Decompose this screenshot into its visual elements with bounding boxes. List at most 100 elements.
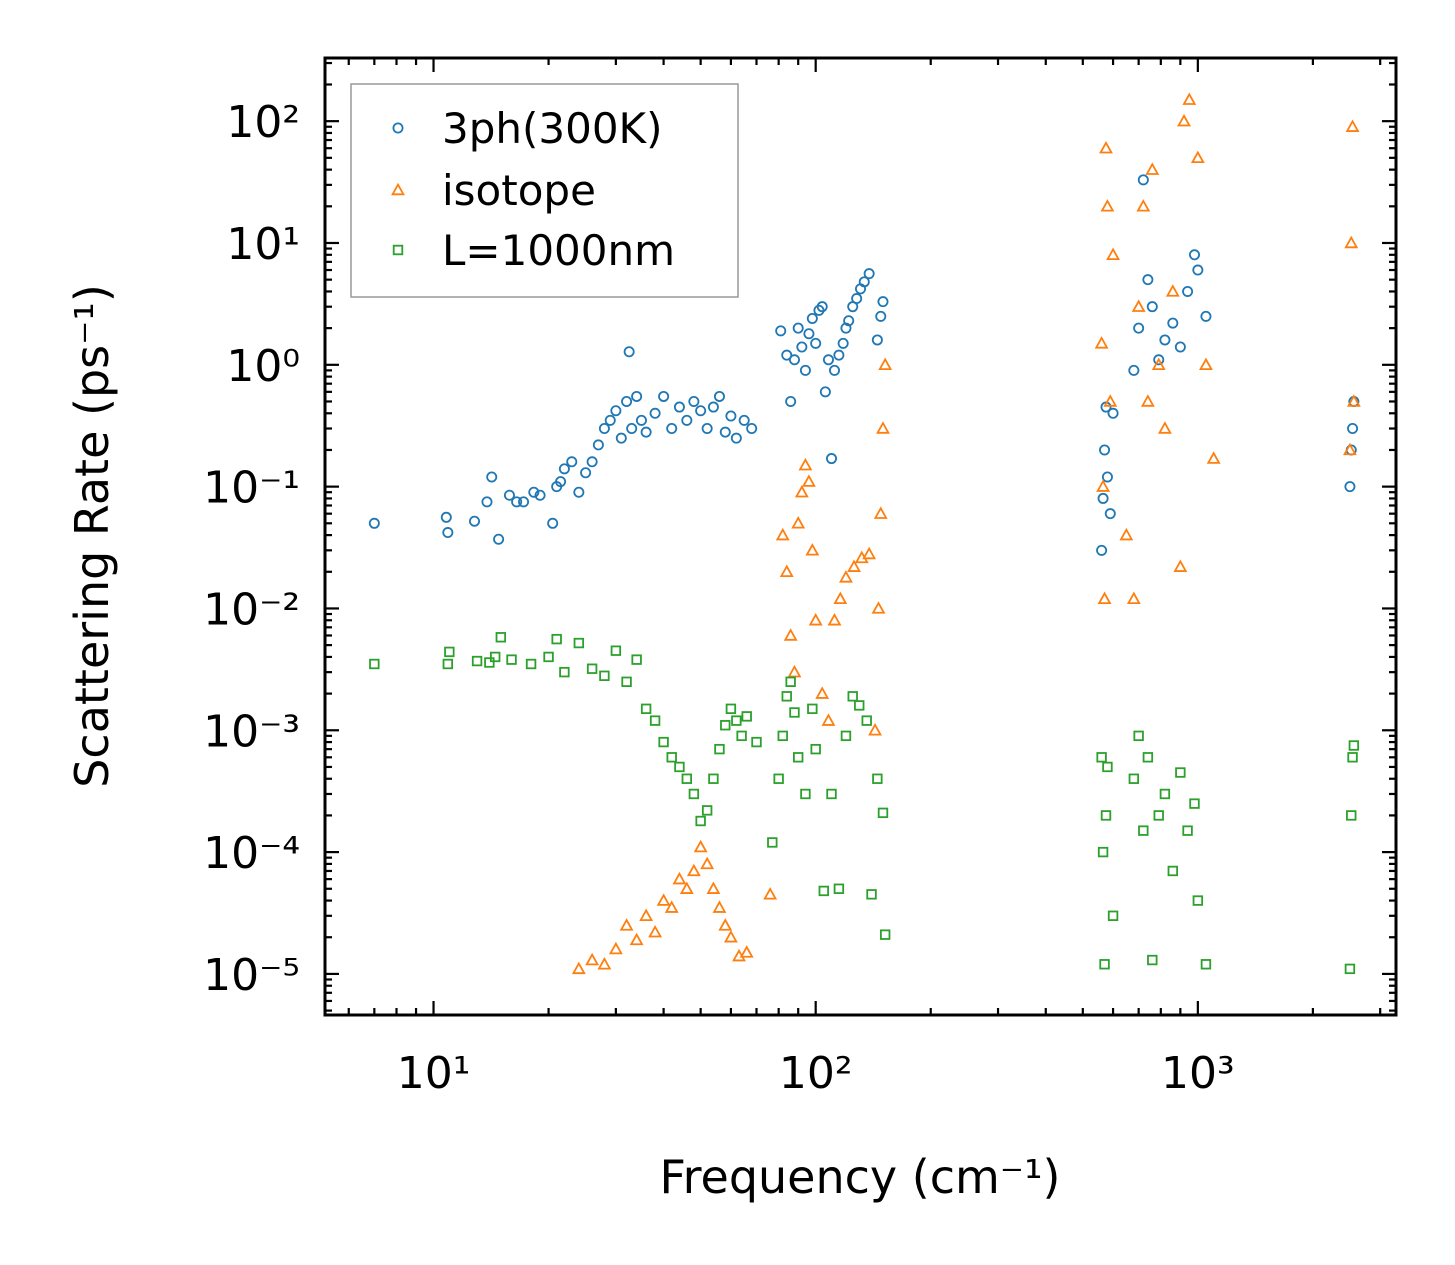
data-point bbox=[785, 676, 796, 687]
x-axis-title: Frequency (cm⁻¹) bbox=[660, 1150, 1061, 1204]
data-point bbox=[794, 484, 809, 498]
y-tick-label: 10¹ bbox=[226, 219, 300, 270]
data-point bbox=[1200, 959, 1212, 970]
data-point bbox=[1096, 752, 1107, 763]
data-point bbox=[861, 715, 872, 726]
y-tick-label: 10⁰ bbox=[226, 341, 300, 392]
data-point bbox=[806, 312, 818, 324]
data-point bbox=[706, 881, 721, 894]
data-point bbox=[686, 863, 701, 877]
data-point bbox=[1100, 810, 1112, 821]
data-point bbox=[1097, 846, 1109, 858]
data-point bbox=[1104, 508, 1116, 520]
data-point bbox=[506, 654, 517, 665]
data-point bbox=[718, 918, 733, 931]
data-point bbox=[871, 334, 883, 346]
data-point bbox=[610, 645, 622, 656]
data-point bbox=[664, 900, 679, 913]
data-point bbox=[658, 390, 670, 402]
data-point bbox=[695, 405, 707, 417]
data-point bbox=[1103, 394, 1118, 407]
data-point bbox=[1348, 740, 1360, 751]
data-point bbox=[878, 357, 893, 371]
data-point bbox=[1145, 162, 1160, 175]
data-point bbox=[493, 533, 505, 545]
y-tick-label: 10⁻³ bbox=[203, 706, 300, 757]
data-point bbox=[713, 390, 725, 402]
data-point bbox=[648, 924, 663, 938]
data-point bbox=[626, 423, 638, 435]
data-point bbox=[871, 601, 886, 614]
data-point bbox=[843, 315, 855, 327]
data-point bbox=[800, 788, 811, 800]
legend-marker-triangle bbox=[391, 182, 405, 196]
data-point bbox=[471, 655, 483, 667]
data-point bbox=[469, 515, 481, 527]
data-point bbox=[746, 423, 758, 435]
data-point bbox=[621, 676, 632, 687]
data-point bbox=[879, 929, 891, 940]
data-point bbox=[719, 426, 731, 438]
data-point bbox=[767, 837, 778, 848]
x-tick-label: 10² bbox=[779, 1048, 853, 1099]
data-point bbox=[801, 474, 816, 487]
data-point bbox=[1344, 481, 1356, 493]
data-point bbox=[725, 703, 737, 715]
data-point bbox=[785, 395, 797, 407]
data-point bbox=[840, 322, 852, 334]
data-point bbox=[858, 276, 870, 288]
data-point bbox=[543, 651, 554, 663]
data-point bbox=[503, 489, 515, 501]
data-point bbox=[815, 686, 830, 699]
data-point bbox=[808, 613, 823, 626]
data-point bbox=[608, 941, 623, 955]
data-point bbox=[1199, 357, 1213, 371]
data-point bbox=[741, 711, 752, 722]
data-point bbox=[781, 349, 793, 361]
data-point bbox=[1153, 810, 1164, 821]
y-tick-label: 10⁻⁵ bbox=[203, 950, 300, 1001]
data-point bbox=[723, 929, 738, 943]
data-point bbox=[788, 354, 800, 366]
data-point bbox=[693, 839, 708, 853]
data-point bbox=[486, 471, 498, 483]
data-point bbox=[695, 815, 706, 827]
data-point bbox=[635, 414, 647, 426]
data-point bbox=[518, 496, 530, 508]
data-point bbox=[739, 945, 754, 958]
data-point bbox=[1157, 421, 1172, 434]
data-point bbox=[597, 957, 612, 970]
data-point bbox=[1099, 444, 1111, 456]
data-point bbox=[789, 707, 800, 718]
x-tick-label: 10³ bbox=[1161, 1048, 1235, 1099]
data-point bbox=[679, 881, 694, 894]
data-point bbox=[688, 788, 700, 800]
data-point bbox=[604, 414, 616, 426]
data-point bbox=[440, 511, 452, 523]
data-point bbox=[534, 489, 546, 501]
data-point bbox=[854, 700, 865, 711]
data-points bbox=[368, 92, 1361, 975]
data-point bbox=[495, 632, 507, 643]
data-point bbox=[847, 559, 861, 572]
data-point bbox=[819, 386, 831, 398]
data-point bbox=[592, 439, 604, 451]
data-point bbox=[599, 670, 610, 682]
x-tick-label: 10¹ bbox=[397, 1048, 471, 1099]
data-point bbox=[700, 856, 715, 870]
data-point bbox=[1182, 92, 1197, 105]
legend-box bbox=[350, 83, 739, 298]
data-point bbox=[822, 354, 834, 366]
data-point bbox=[775, 527, 790, 541]
data-point bbox=[688, 395, 700, 407]
data-point bbox=[707, 401, 719, 413]
data-point bbox=[840, 730, 852, 742]
data-point bbox=[1189, 798, 1200, 809]
data-point bbox=[442, 658, 454, 670]
data-point bbox=[639, 908, 654, 922]
data-point bbox=[1342, 442, 1357, 456]
data-point bbox=[833, 591, 848, 605]
data-point bbox=[511, 496, 523, 508]
data-point bbox=[580, 467, 592, 479]
data-point bbox=[805, 543, 820, 556]
